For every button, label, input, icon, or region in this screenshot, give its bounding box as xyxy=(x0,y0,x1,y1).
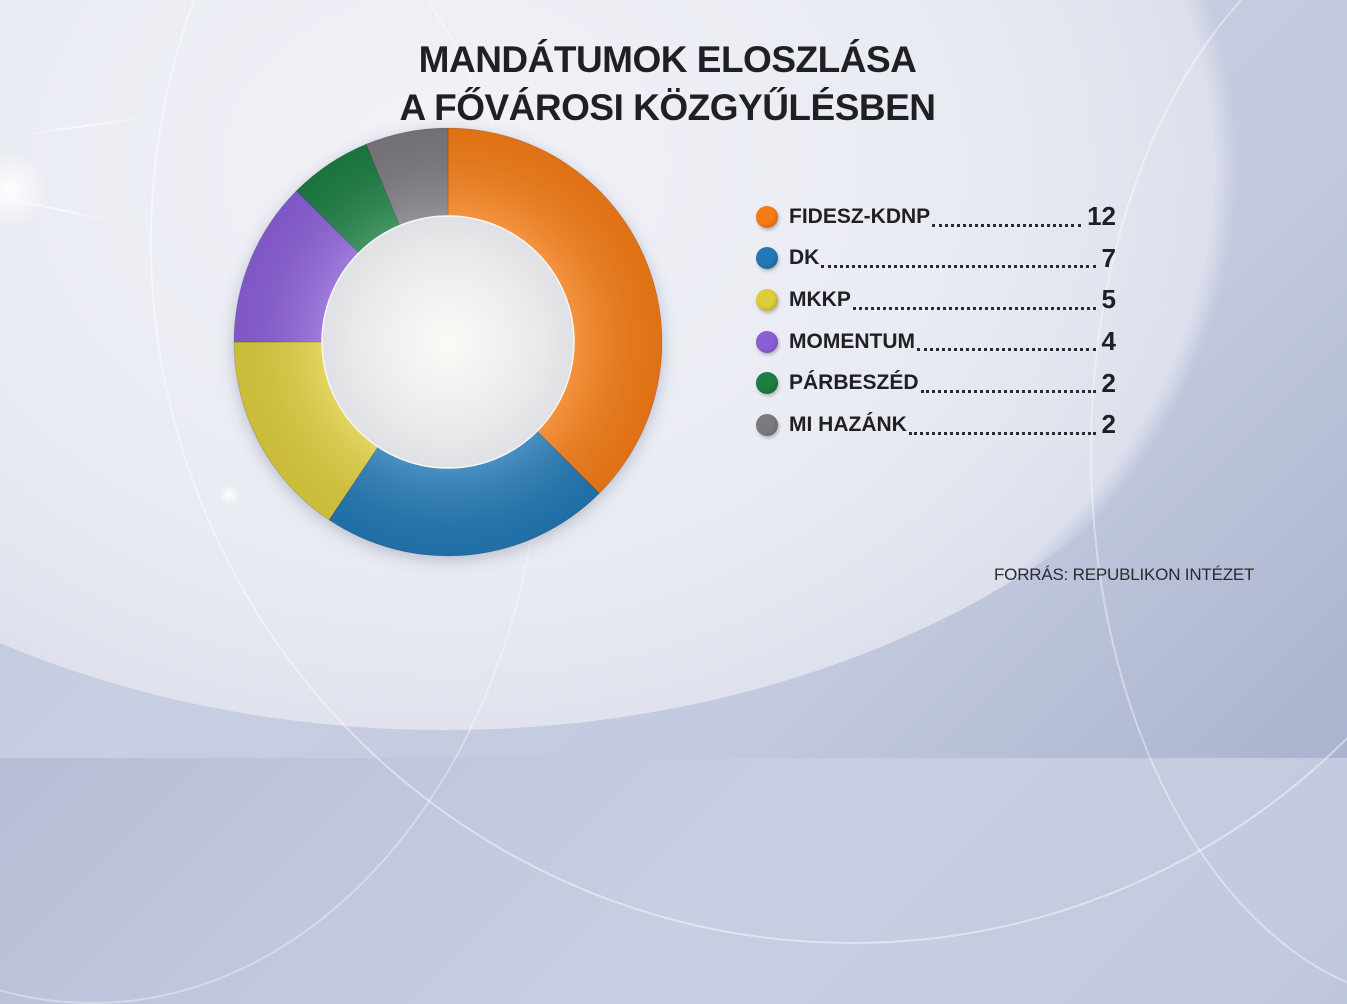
legend-label: MOMENTUM xyxy=(789,329,915,353)
legend-item-dk: DK 7 xyxy=(756,238,1116,280)
dotted-leader xyxy=(920,389,1096,393)
legend-item-momentum: MOMENTUM 4 xyxy=(756,321,1116,363)
chart-title: MANDÁTUMOK ELOSZLÁSA A FŐVÁROSI KÖZGYŰLÉ… xyxy=(0,36,1347,132)
legend-label: DK xyxy=(789,246,820,270)
legend-dot-icon xyxy=(756,372,778,395)
legend-item-mkkp: MKKP 5 xyxy=(756,279,1116,321)
title-line-2: A FŐVÁROSI KÖZGYŰLÉSBEN xyxy=(399,87,936,128)
legend-dot-icon xyxy=(756,330,778,353)
legend-item-mi-hazank: MI HAZÁNK 2 xyxy=(756,404,1116,446)
dotted-leader xyxy=(932,223,1082,227)
legend-value: 12 xyxy=(1087,201,1116,232)
legend-dot-icon xyxy=(756,247,778,270)
legend-dot-icon xyxy=(756,205,778,228)
donut-chart-svg xyxy=(233,127,663,557)
legend: FIDESZ-KDNP 12 DK 7 MKKP 5 MOMENTUM 4 PÁ… xyxy=(756,196,1116,446)
light-streak xyxy=(0,196,118,223)
legend-value: 2 xyxy=(1101,367,1116,398)
legend-label: FIDESZ-KDNP xyxy=(789,204,931,228)
legend-item-parbeszed: PÁRBESZÉD 2 xyxy=(756,362,1116,404)
donut-chart xyxy=(226,120,670,564)
legend-dot-icon xyxy=(756,413,778,436)
legend-value: 2 xyxy=(1101,409,1116,440)
legend-value: 4 xyxy=(1101,326,1116,357)
title-line-1: MANDÁTUMOK ELOSZLÁSA xyxy=(418,39,917,80)
dotted-leader xyxy=(852,306,1096,310)
background-ring xyxy=(1090,0,1347,1004)
legend-value: 5 xyxy=(1101,284,1116,315)
legend-label: MKKP xyxy=(789,287,851,311)
donut-hole xyxy=(321,215,575,469)
source-note: FORRÁS: REPUBLIKON INTÉZET xyxy=(994,565,1255,584)
dotted-leader xyxy=(821,265,1096,269)
light-glow xyxy=(0,150,50,230)
legend-label: PÁRBESZÉD xyxy=(789,371,919,395)
dotted-leader xyxy=(908,431,1096,435)
legend-dot-icon xyxy=(756,288,778,311)
legend-label: MI HAZÁNK xyxy=(789,412,907,436)
dotted-leader xyxy=(916,348,1096,352)
legend-value: 7 xyxy=(1101,242,1116,273)
legend-item-fidesz-kdnp: FIDESZ-KDNP 12 xyxy=(756,196,1116,238)
